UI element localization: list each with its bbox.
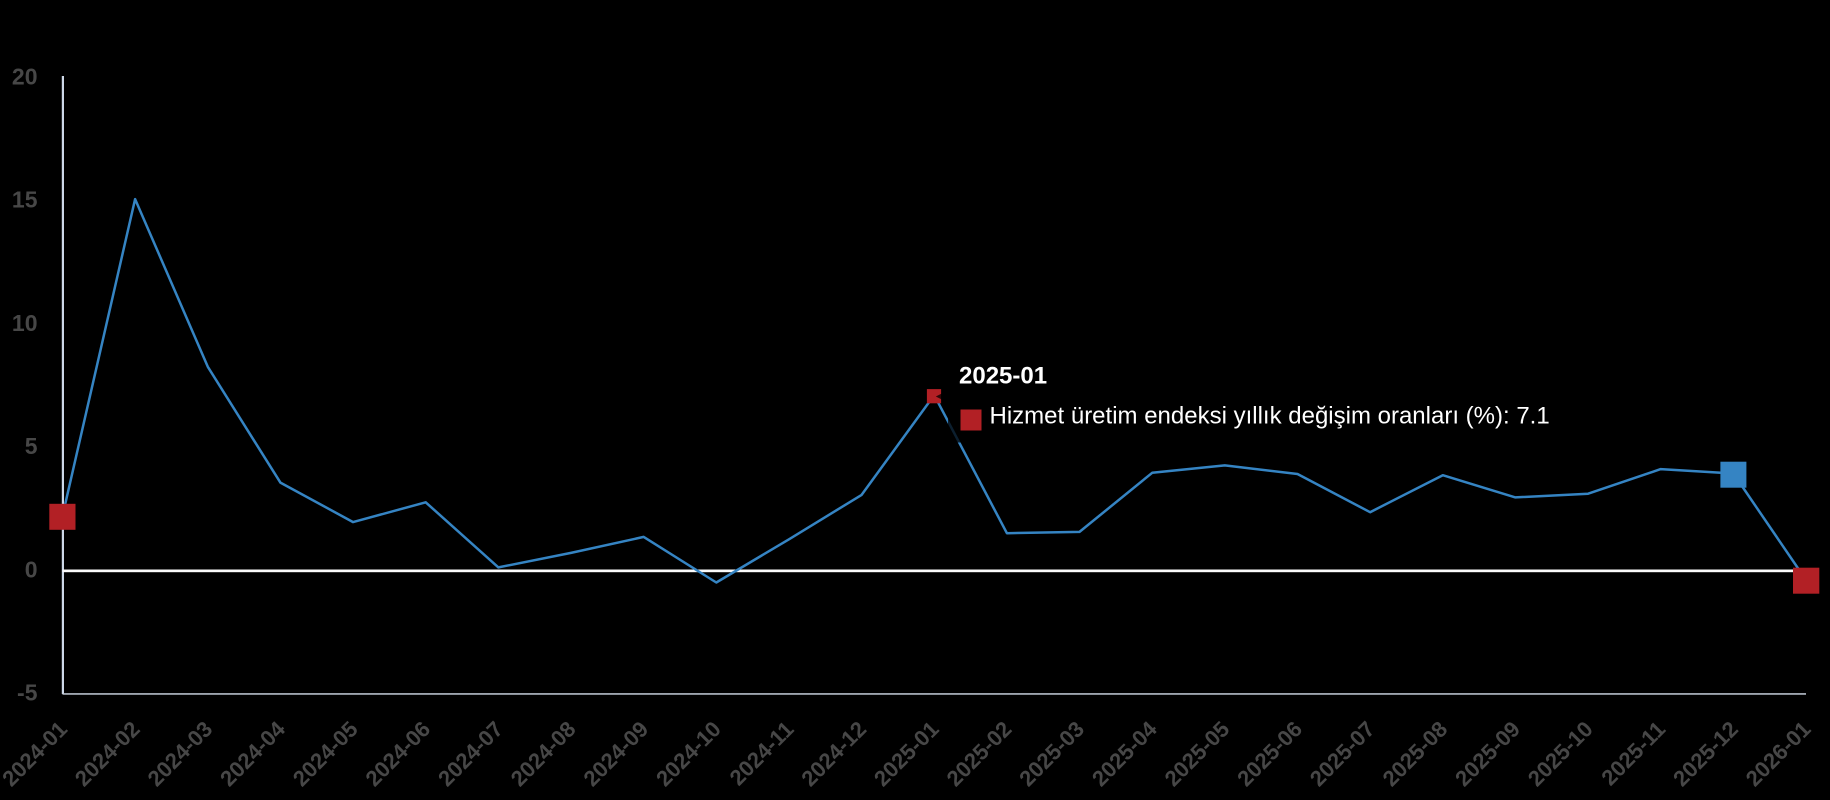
svg-text:-5: -5 [17,680,38,706]
svg-text:2025-01: 2025-01 [959,363,1047,390]
svg-text:Hizmet üretim endeksi yıllık d: Hizmet üretim endeksi yıllık değişim ora… [990,402,1550,429]
svg-text:15: 15 [12,187,38,213]
svg-text:20: 20 [12,64,38,90]
svg-text:5: 5 [25,433,38,459]
svg-text:10: 10 [12,310,38,336]
svg-text:0: 0 [25,557,38,583]
